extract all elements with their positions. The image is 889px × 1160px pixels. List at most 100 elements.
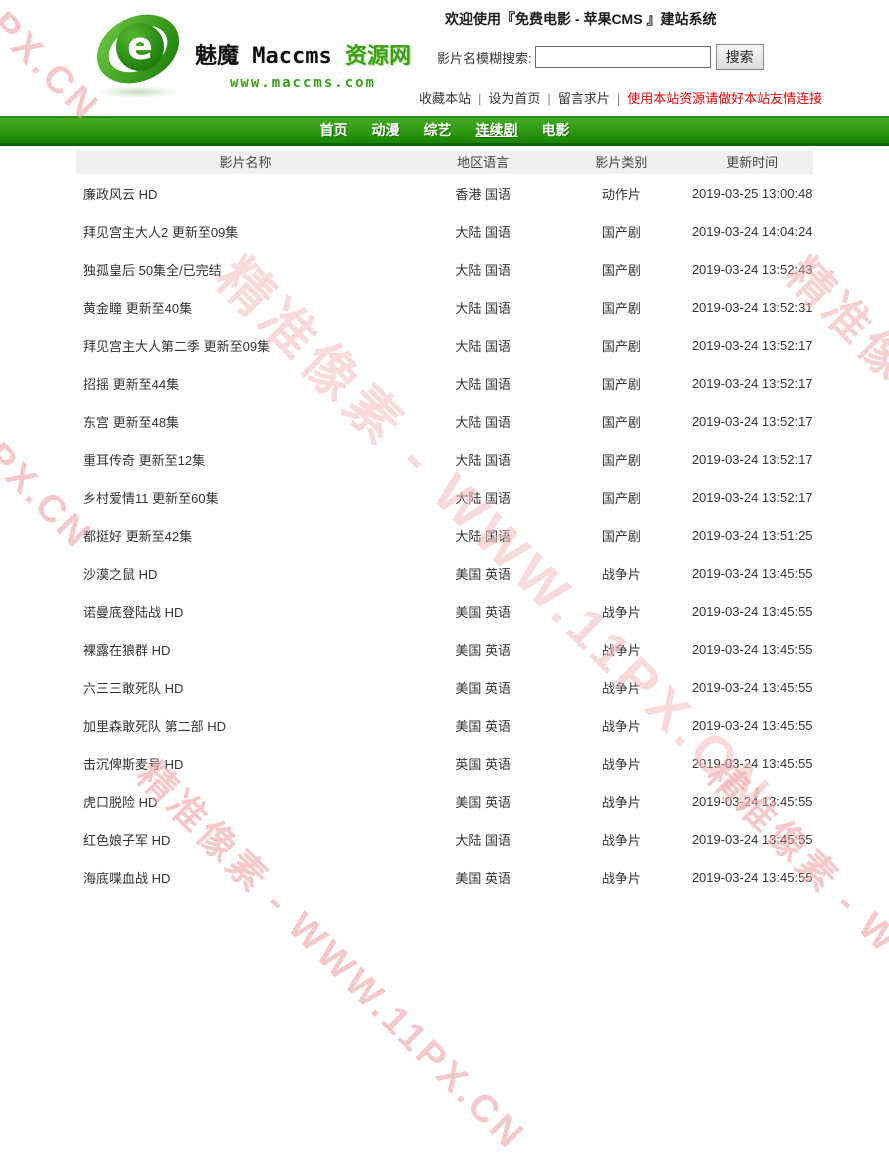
site-title-green: 资源网 — [344, 44, 411, 69]
friend-link-notice[interactable]: 使用本站资源请做好本站友情连接 — [627, 91, 823, 106]
movie-updated: 2019-03-24 13:52:17 — [691, 375, 813, 391]
movie-region: 美国 英语 — [455, 566, 511, 582]
movie-list: 影片名称 地区语言 影片类别 更新时间 廉政风云 HD 香港 国语 动作片 20… — [76, 151, 813, 896]
link-separator: | — [547, 91, 551, 106]
movie-category: 战争片 — [601, 794, 641, 810]
quick-link-1[interactable]: 设为首页 — [488, 91, 541, 106]
site-logo[interactable]: e 魅魔 Maccms 资源网 www.maccms.com — [93, 12, 411, 91]
movie-region: 大陆 国语 — [455, 376, 511, 392]
nav-item-3[interactable]: 连续剧 — [475, 122, 518, 138]
movie-category: 国产剧 — [601, 376, 641, 392]
movie-category: 战争片 — [601, 642, 641, 658]
movie-region: 大陆 国语 — [455, 262, 511, 278]
quick-links: 收藏本站 | 设为首页 | 留言求片 | 使用本站资源请做好本站友情连接 — [419, 88, 822, 107]
movie-title-link[interactable]: 廉政风云 HD — [83, 186, 158, 202]
movie-updated: 2019-03-24 13:45:55 — [691, 641, 813, 657]
movie-region: 大陆 国语 — [455, 300, 511, 316]
table-row: 重耳传奇 更新至12集 大陆 国语 国产剧 2019-03-24 13:52:1… — [76, 440, 813, 478]
search-button[interactable]: 搜索 — [715, 44, 764, 70]
movie-updated: 2019-03-24 13:45:55 — [691, 793, 813, 809]
movie-title-link[interactable]: 都挺好 更新至42集 — [83, 528, 193, 544]
main-nav: 首页 动漫 综艺 连续剧 电影 — [0, 116, 889, 146]
table-row: 虎口脱险 HD 美国 英语 战争片 2019-03-24 13:45:55 — [76, 782, 813, 820]
movie-updated: 2019-03-24 13:52:17 — [691, 451, 813, 467]
movie-region: 美国 英语 — [455, 870, 511, 886]
movie-updated: 2019-03-24 13:45:55 — [691, 679, 813, 695]
movie-title-link[interactable]: 虎口脱险 HD — [83, 794, 158, 810]
movie-updated: 2019-03-24 13:45:55 — [691, 869, 813, 885]
movie-updated: 2019-03-24 13:52:31 — [691, 299, 813, 315]
movie-title-link[interactable]: 诺曼底登陆战 HD — [83, 604, 184, 620]
site-title-black: 魅魔 Maccms — [195, 44, 332, 69]
movie-category: 国产剧 — [601, 452, 641, 468]
table-row: 拜见宫主大人2 更新至09集 大陆 国语 国产剧 2019-03-24 14:0… — [76, 212, 813, 250]
movie-category: 国产剧 — [601, 300, 641, 316]
movie-category: 战争片 — [601, 566, 641, 582]
movie-title-link[interactable]: 加里森敢死队 第二部 HD — [83, 718, 227, 734]
table-row: 海底喋血战 HD 美国 英语 战争片 2019-03-24 13:45:55 — [76, 858, 813, 896]
table-row: 拜见宫主大人第二季 更新至09集 大陆 国语 国产剧 2019-03-24 13… — [76, 326, 813, 364]
table-row: 加里森敢死队 第二部 HD 美国 英语 战争片 2019-03-24 13:45… — [76, 706, 813, 744]
movie-title-link[interactable]: 海底喋血战 HD — [83, 870, 171, 886]
column-header-updated: 更新时间 — [726, 155, 779, 170]
movie-title-link[interactable]: 乡村爱情11 更新至60集 — [83, 490, 219, 506]
movie-title-link[interactable]: 击沉俾斯麦号 HD — [83, 756, 184, 772]
column-header-region: 地区语言 — [457, 155, 510, 170]
movie-updated: 2019-03-24 13:52:17 — [691, 489, 813, 505]
movie-category: 国产剧 — [601, 414, 641, 430]
movie-updated: 2019-03-24 14:04:24 — [691, 223, 813, 239]
movie-updated: 2019-03-24 13:45:55 — [691, 603, 813, 619]
movie-region: 英国 英语 — [455, 756, 511, 772]
movie-title-link[interactable]: 独孤皇后 50集全/已完结 — [83, 262, 222, 278]
movie-updated: 2019-03-24 13:51:25 — [691, 527, 813, 543]
nav-item-0[interactable]: 首页 — [319, 122, 348, 138]
table-row: 诺曼底登陆战 HD 美国 英语 战争片 2019-03-24 13:45:55 — [76, 592, 813, 630]
movie-category: 国产剧 — [601, 338, 641, 354]
movie-updated: 2019-03-25 13:00:48 — [691, 185, 813, 201]
table-row: 黄金瞳 更新至40集 大陆 国语 国产剧 2019-03-24 13:52:31 — [76, 288, 813, 326]
movie-region: 美国 英语 — [455, 794, 511, 810]
movie-title-link[interactable]: 黄金瞳 更新至40集 — [83, 300, 193, 316]
movie-region: 大陆 国语 — [455, 338, 511, 354]
movie-title-link[interactable]: 重耳传奇 更新至12集 — [83, 452, 206, 468]
movie-region: 大陆 国语 — [455, 224, 511, 240]
search-input[interactable] — [534, 46, 711, 68]
movie-category: 国产剧 — [601, 224, 641, 240]
movie-title-link[interactable]: 六三三敢死队 HD — [83, 680, 184, 696]
table-row: 东宫 更新至48集 大陆 国语 国产剧 2019-03-24 13:52:17 — [76, 402, 813, 440]
nav-item-4[interactable]: 电影 — [541, 122, 570, 138]
site-header: e 魅魔 Maccms 资源网 www.maccms.com 欢迎使用『免费电影… — [0, 0, 889, 116]
quick-link-0[interactable]: 收藏本站 — [419, 91, 472, 106]
quick-link-2[interactable]: 留言求片 — [557, 91, 610, 106]
link-separator: | — [616, 91, 621, 106]
movie-category: 战争片 — [601, 870, 641, 886]
movie-title-link[interactable]: 招摇 更新至44集 — [83, 376, 180, 392]
movie-region: 香港 国语 — [455, 186, 511, 202]
movie-category: 国产剧 — [601, 490, 641, 506]
movie-title-link[interactable]: 裸露在狼群 HD — [83, 642, 171, 658]
table-row: 廉政风云 HD 香港 国语 动作片 2019-03-25 13:00:48 — [76, 174, 813, 212]
movie-region: 大陆 国语 — [455, 452, 511, 468]
table-row: 都挺好 更新至42集 大陆 国语 国产剧 2019-03-24 13:51:25 — [76, 516, 813, 554]
search-label: 影片名模糊搜索: — [437, 50, 532, 66]
nav-item-1[interactable]: 动漫 — [371, 122, 400, 138]
site-logo-text: 魅魔 Maccms 资源网 www.maccms.com — [195, 12, 411, 91]
movie-updated: 2019-03-24 13:52:17 — [691, 337, 813, 353]
movie-title-link[interactable]: 红色娘子军 HD — [83, 832, 171, 848]
movie-updated: 2019-03-24 13:45:55 — [691, 565, 813, 581]
movie-category: 战争片 — [601, 756, 641, 772]
column-header-name: 影片名称 — [219, 155, 272, 170]
movie-region: 美国 英语 — [455, 680, 511, 696]
site-logo-icon: e — [96, 14, 180, 84]
movie-title-link[interactable]: 拜见宫主大人第二季 更新至09集 — [83, 338, 271, 354]
movie-updated: 2019-03-24 13:45:55 — [691, 831, 813, 847]
welcome-heading: 欢迎使用『免费电影 - 苹果CMS 』建站系统 — [445, 11, 717, 27]
movie-title-link[interactable]: 沙漠之鼠 HD — [83, 566, 158, 582]
movie-category: 国产剧 — [601, 528, 641, 544]
movie-category: 动作片 — [601, 186, 641, 202]
logo-reflection — [95, 86, 181, 98]
movie-category: 国产剧 — [601, 262, 641, 278]
nav-item-2[interactable]: 综艺 — [423, 122, 452, 138]
movie-title-link[interactable]: 东宫 更新至48集 — [83, 414, 180, 430]
movie-title-link[interactable]: 拜见宫主大人2 更新至09集 — [83, 224, 239, 240]
